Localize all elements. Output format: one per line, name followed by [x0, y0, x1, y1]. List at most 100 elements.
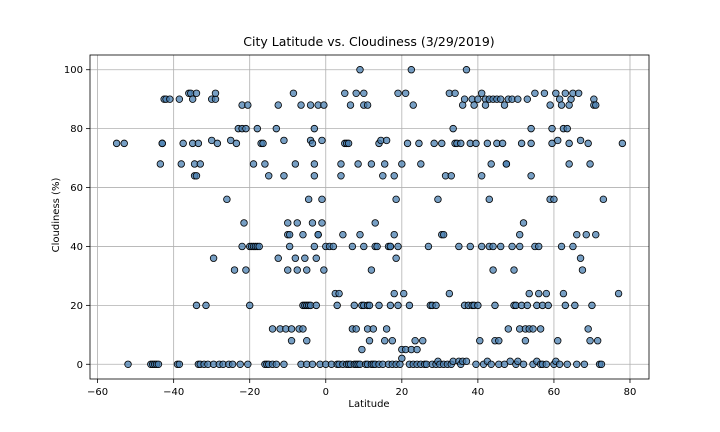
data-point: [369, 325, 378, 333]
data-point: [588, 301, 596, 310]
data-point: [293, 266, 301, 274]
data-point: [508, 242, 516, 251]
data-point: [438, 139, 446, 148]
data-point: [432, 301, 440, 310]
data-point: [259, 139, 267, 148]
data-point: [333, 301, 341, 310]
data-point: [228, 360, 237, 368]
data-point: [265, 172, 273, 180]
data-point: [344, 139, 353, 148]
data-point: [502, 160, 511, 168]
data-point: [506, 357, 514, 366]
data-point: [341, 89, 349, 97]
data-point: [495, 337, 503, 345]
data-point: [580, 360, 589, 368]
data-point: [489, 242, 497, 251]
data-point: [360, 242, 368, 251]
data-point: [445, 289, 454, 298]
data-point: [367, 160, 376, 168]
data-point: [280, 136, 288, 145]
data-point: [156, 160, 165, 168]
data-point: [232, 139, 241, 148]
data-point: [196, 160, 204, 168]
data-point: [527, 172, 535, 180]
data-point: [285, 230, 294, 239]
data-point: [525, 289, 533, 298]
data-point: [352, 325, 360, 333]
data-point: [455, 242, 463, 251]
data-point: [536, 325, 545, 333]
data-point: [299, 325, 307, 333]
data-point: [375, 301, 383, 310]
data-point: [356, 66, 364, 74]
data-point: [394, 89, 402, 97]
data-point: [373, 242, 381, 251]
data-point: [363, 101, 372, 109]
data-point: [593, 337, 602, 345]
data-point: [563, 124, 571, 133]
data-point: [474, 95, 482, 103]
data-point: [565, 160, 573, 168]
data-point: [320, 266, 328, 274]
data-point: [255, 242, 263, 251]
data-point: [242, 266, 250, 274]
data-point: [555, 360, 564, 368]
data-point: [470, 101, 478, 109]
data-point: [582, 230, 590, 239]
axis-ticks: −60 −40 −20 0 20 40 60 80 0 20 40 60 80 100: [64, 65, 636, 398]
data-point: [207, 136, 216, 145]
data-point: [166, 95, 174, 103]
data-point: [192, 172, 201, 180]
data-point: [527, 124, 535, 133]
data-point: [392, 195, 400, 204]
data-point: [175, 95, 184, 103]
data-point: [483, 139, 492, 148]
data-point: [466, 242, 474, 251]
data-point: [500, 360, 509, 368]
data-point: [563, 360, 571, 368]
data-point: [339, 230, 347, 239]
data-point: [498, 139, 507, 148]
data-point: [291, 254, 300, 262]
data-point: [390, 230, 398, 239]
data-point: [462, 357, 471, 366]
data-points: [112, 66, 627, 368]
y-axis-label: Cloudiness (%): [51, 178, 62, 253]
data-point: [552, 89, 560, 97]
data-point: [337, 172, 345, 180]
data-point: [112, 139, 121, 148]
data-point: [337, 160, 345, 168]
data-point: [477, 89, 486, 97]
data-point: [310, 124, 319, 133]
data-point: [202, 301, 210, 310]
x-tick-label: −20: [239, 387, 260, 398]
data-point: [504, 325, 512, 333]
data-point: [381, 160, 389, 168]
data-point: [223, 195, 231, 204]
data-point: [303, 266, 311, 274]
data-point: [540, 89, 549, 97]
data-point: [542, 289, 551, 298]
data-point: [246, 301, 254, 310]
data-point: [394, 242, 402, 251]
data-point: [597, 360, 606, 368]
data-point: [382, 325, 391, 333]
data-point: [285, 242, 294, 251]
data-point: [318, 195, 326, 204]
data-point: [303, 337, 311, 345]
data-point: [614, 289, 623, 298]
data-point: [346, 101, 355, 109]
x-tick-label: 0: [323, 387, 329, 398]
data-point: [561, 301, 570, 310]
data-point: [318, 136, 326, 145]
data-point: [400, 289, 408, 298]
data-point: [398, 160, 406, 168]
data-point: [531, 89, 539, 97]
data-point: [244, 360, 252, 368]
data-point: [592, 101, 600, 109]
grid-lines: [90, 55, 649, 379]
data-point: [550, 195, 558, 204]
data-point: [304, 195, 313, 204]
data-point: [419, 337, 427, 345]
data-point: [571, 301, 579, 310]
